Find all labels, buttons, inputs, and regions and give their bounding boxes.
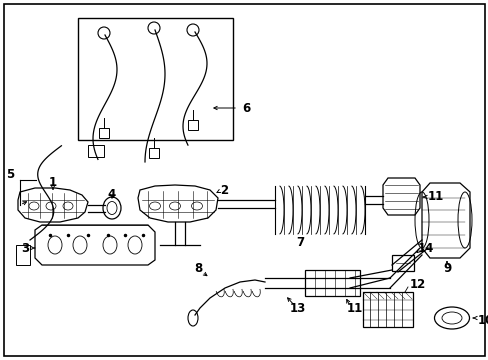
Bar (187, 120, 198, 130)
Text: 4: 4 (108, 189, 116, 202)
Bar (99, 128, 109, 138)
Bar (88, 145, 104, 157)
Text: 9: 9 (442, 261, 450, 274)
Text: 3: 3 (21, 242, 29, 255)
Text: 5: 5 (6, 168, 14, 181)
Text: 6: 6 (242, 102, 250, 114)
Text: 12: 12 (409, 279, 426, 292)
Text: 7: 7 (295, 235, 304, 248)
Text: 2: 2 (220, 184, 228, 197)
Text: 11: 11 (427, 190, 443, 203)
Bar (16, 245, 30, 265)
Text: 8: 8 (193, 261, 202, 274)
Bar (362, 292, 412, 327)
Text: 14: 14 (417, 242, 433, 255)
Bar (149, 148, 159, 158)
Bar (78, 18, 232, 140)
Bar (305, 270, 359, 296)
Text: 13: 13 (289, 302, 305, 315)
Bar (391, 255, 413, 271)
Text: 10: 10 (477, 314, 488, 327)
Text: 1: 1 (49, 176, 57, 189)
Text: 11: 11 (346, 302, 363, 315)
